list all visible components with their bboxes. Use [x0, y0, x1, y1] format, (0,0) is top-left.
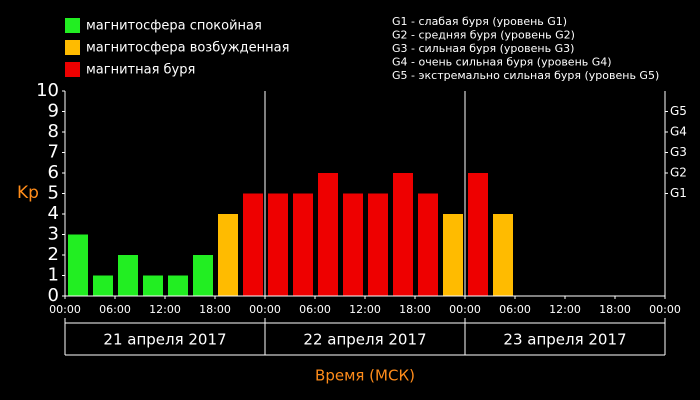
- bar: [218, 214, 238, 296]
- day-label: 22 апреля 2017: [303, 331, 426, 349]
- x-tick-label: 12:00: [349, 303, 381, 316]
- y-tick-label: 0: [48, 285, 59, 306]
- bar: [168, 275, 188, 296]
- x-tick-label: 00:00: [249, 303, 281, 316]
- bar: [193, 255, 213, 296]
- x-tick-label: 06:00: [299, 303, 331, 316]
- x-tick-label: 06:00: [99, 303, 131, 316]
- legend-label: магнитосфера возбужденная: [86, 41, 289, 56]
- bar: [468, 173, 488, 296]
- x-tick-label: 18:00: [599, 303, 631, 316]
- storm-note: G1 - слабая буря (уровень G1): [392, 15, 567, 28]
- storm-note: G5 - экстремально сильная буря (уровень …: [392, 69, 659, 82]
- bar: [118, 255, 138, 296]
- x-tick-label: 12:00: [149, 303, 181, 316]
- legend-label: магнитная буря: [86, 63, 195, 78]
- bar: [268, 193, 288, 296]
- y2-tick-label: G5: [670, 104, 687, 118]
- y-tick-label: 1: [48, 265, 59, 286]
- bar: [418, 193, 438, 296]
- bar: [318, 173, 338, 296]
- y2-tick-label: G2: [670, 166, 687, 180]
- x-axis-label: Время (МСК): [315, 367, 415, 385]
- storm-note: G4 - очень сильная буря (уровень G4): [392, 56, 612, 69]
- legend-swatch: [65, 40, 80, 55]
- y-tick-label: 4: [48, 203, 59, 224]
- y-tick-label: 8: [48, 121, 59, 142]
- y-tick-label: 10: [36, 80, 59, 101]
- bar: [143, 275, 163, 296]
- legend-swatch: [65, 18, 80, 33]
- x-tick-label: 06:00: [499, 303, 531, 316]
- y-tick-label: 6: [48, 162, 59, 183]
- y2-tick-label: G4: [670, 125, 687, 139]
- bar: [293, 193, 313, 296]
- bar: [68, 234, 88, 296]
- y2-tick-label: G3: [670, 145, 687, 159]
- storm-note: G2 - средняя буря (уровень G2): [392, 29, 575, 42]
- x-tick-label: 00:00: [649, 303, 681, 316]
- y-tick-label: 9: [48, 101, 59, 122]
- bar: [243, 193, 263, 296]
- y-tick-label: 5: [48, 183, 59, 204]
- x-tick-label: 18:00: [199, 303, 231, 316]
- bar: [393, 173, 413, 296]
- legend-swatch: [65, 62, 80, 77]
- bar: [343, 193, 363, 296]
- y-tick-label: 3: [48, 224, 59, 245]
- y-tick-label: 7: [48, 142, 59, 163]
- day-label: 23 апреля 2017: [503, 331, 626, 349]
- y-axis-label: Kp: [17, 183, 39, 203]
- y2-tick-label: G1: [670, 186, 687, 200]
- x-tick-label: 12:00: [549, 303, 581, 316]
- day-label: 21 апреля 2017: [103, 331, 226, 349]
- x-tick-label: 00:00: [449, 303, 481, 316]
- bar: [368, 193, 388, 296]
- bar: [93, 275, 113, 296]
- storm-note: G3 - сильная буря (уровень G3): [392, 42, 574, 55]
- bar: [493, 214, 513, 296]
- legend-label: магнитосфера спокойная: [86, 19, 262, 34]
- x-tick-label: 18:00: [399, 303, 431, 316]
- y-tick-label: 2: [48, 244, 59, 265]
- bar: [443, 214, 463, 296]
- x-tick-label: 00:00: [49, 303, 81, 316]
